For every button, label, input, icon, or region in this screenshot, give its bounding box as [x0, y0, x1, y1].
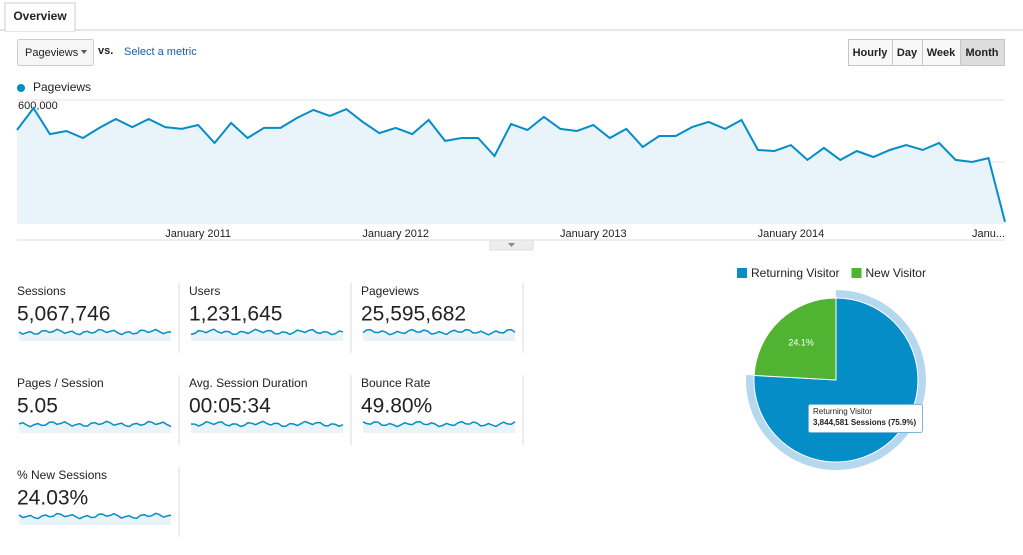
metric-value: 00:05:34: [189, 395, 271, 418]
legend-swatch: [737, 268, 747, 278]
y-tick-label: 600,000: [18, 100, 58, 112]
select-metric[interactable]: Select a metric: [124, 46, 197, 58]
metric-value: 25,595,682: [361, 303, 466, 326]
tab-label[interactable]: Overview: [13, 9, 67, 23]
period-label[interactable]: Day: [897, 47, 918, 59]
period-label[interactable]: Hourly: [853, 47, 889, 59]
sparkline: [18, 512, 172, 520]
metric-label: % New Sessions: [17, 468, 107, 482]
sparkline-area: [363, 329, 515, 341]
sparkline: [190, 328, 344, 336]
x-tick-label: Janu...: [972, 228, 1005, 240]
vs-label: vs.: [98, 45, 113, 57]
legend-label: Returning Visitor: [751, 266, 840, 280]
metric-value: 49.80%: [361, 395, 432, 418]
metric-value: 5,067,746: [17, 303, 110, 326]
sparkline: [190, 420, 344, 428]
metric-value: 5.05: [17, 395, 58, 418]
sparkline: [18, 328, 172, 336]
dropdown-label[interactable]: Pageviews: [25, 47, 79, 59]
x-tick-label: January 2014: [758, 228, 825, 240]
sparkline-area: [191, 421, 343, 433]
slice: [753, 297, 837, 381]
metric-value: 1,231,645: [189, 303, 282, 326]
legend-swatch: [851, 268, 862, 278]
period-label[interactable]: Week: [927, 47, 956, 59]
metric-label: Sessions: [17, 284, 66, 298]
x-tick-label: January 2011: [165, 228, 231, 240]
metric-label: Users: [189, 284, 220, 298]
area: [17, 108, 1005, 224]
x-tick-label: January 2013: [560, 228, 627, 240]
period-label[interactable]: Month: [966, 47, 999, 59]
line: [16, 106, 1006, 223]
collapse-arrow: [508, 243, 515, 247]
slice-label: 24.1%: [788, 337, 814, 347]
metric-dropdown[interactable]: [17, 39, 94, 66]
metric-label: Avg. Session Duration: [189, 376, 308, 390]
sparkline: [362, 328, 516, 336]
period-button[interactable]: [922, 39, 961, 66]
sparkline: [18, 420, 172, 428]
metric-label: Bounce Rate: [361, 376, 431, 390]
tooltip-text: 3,844,581 Sessions (75.9%): [813, 418, 917, 427]
metric-value: 24.03%: [17, 487, 88, 510]
tooltip-title: Returning Visitor: [813, 407, 872, 416]
x-tick-label: January 2012: [362, 228, 429, 240]
dropdown-arrow: [81, 50, 87, 54]
metric-label: Pages / Session: [17, 376, 104, 390]
tooltip: [808, 404, 923, 433]
legend-label: Pageviews: [33, 80, 91, 94]
legend-label: New Visitor: [866, 266, 926, 280]
sparkline-area: [19, 329, 171, 341]
period-button[interactable]: [960, 39, 1005, 66]
sparkline-area: [19, 513, 171, 525]
sparkline: [362, 420, 516, 428]
legend-dot: [17, 84, 25, 92]
metric-label: Pageviews: [361, 284, 419, 298]
